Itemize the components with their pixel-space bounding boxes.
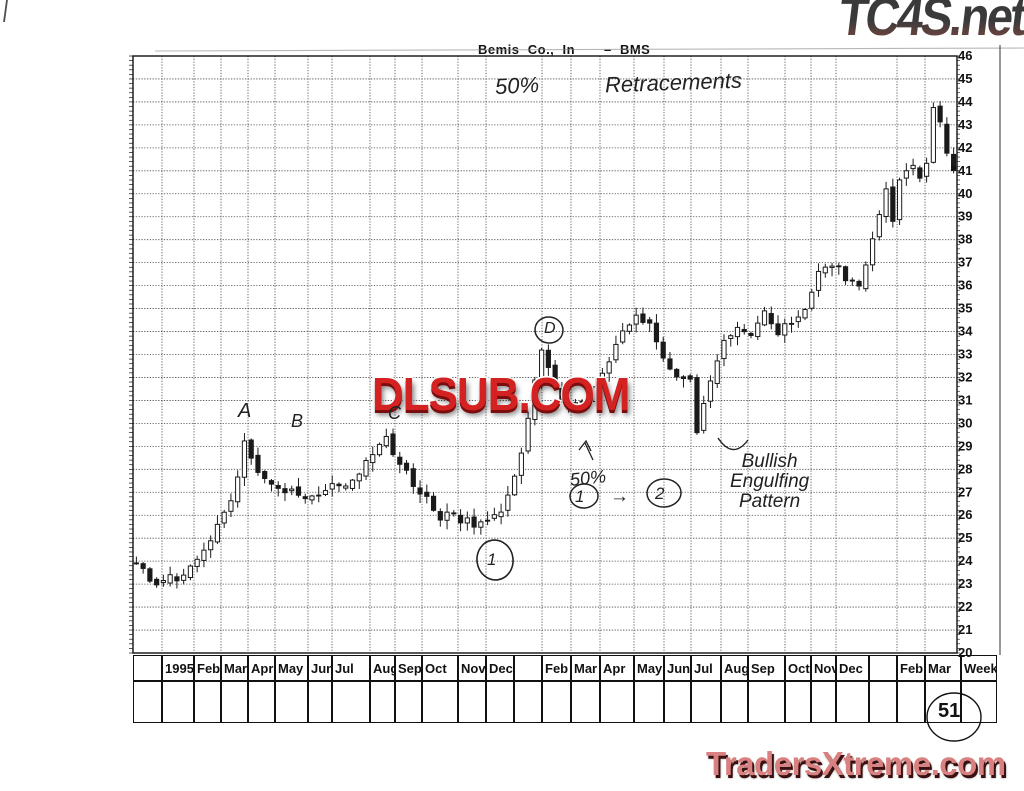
svg-text:44: 44 [958,94,973,109]
svg-text:46: 46 [958,48,972,63]
svg-text:27: 27 [958,484,972,499]
svg-text:41: 41 [958,163,972,178]
svg-text:38: 38 [958,232,972,247]
svg-text:36: 36 [958,278,972,293]
svg-text:29: 29 [958,438,972,453]
svg-text:45: 45 [958,71,972,86]
svg-text:39: 39 [958,209,972,224]
svg-text:43: 43 [958,117,972,132]
svg-text:33: 33 [958,347,972,362]
svg-text:42: 42 [958,140,972,155]
svg-text:23: 23 [958,576,972,591]
svg-text:34: 34 [958,324,973,339]
svg-text:40: 40 [958,186,972,201]
svg-text:22: 22 [958,599,972,614]
svg-text:24: 24 [958,553,973,568]
svg-text:21: 21 [958,622,972,637]
svg-text:35: 35 [958,301,972,316]
svg-text:37: 37 [958,255,972,270]
svg-text:32: 32 [958,369,972,384]
svg-text:31: 31 [958,392,972,407]
svg-text:30: 30 [958,415,972,430]
svg-text:28: 28 [958,461,972,476]
svg-text:25: 25 [958,530,972,545]
svg-text:26: 26 [958,507,972,522]
